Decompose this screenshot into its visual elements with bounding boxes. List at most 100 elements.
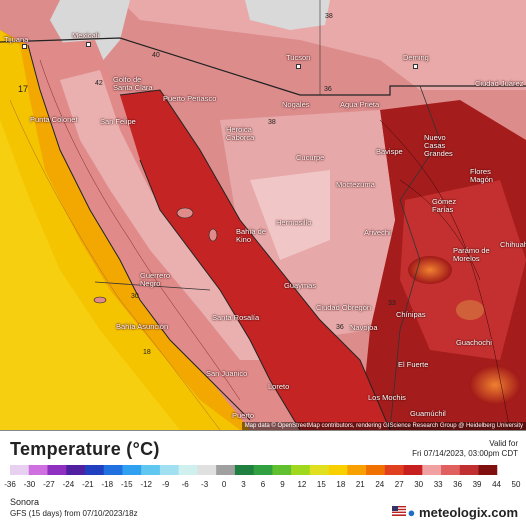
contour-label: 36 (324, 86, 332, 93)
valid-for-time: Fri 07/14/2023, 03:00pm CDT (412, 449, 518, 458)
color-scale-swatch (328, 465, 348, 475)
scale-tick-label: 21 (355, 480, 365, 489)
scale-tick-label: -21 (82, 480, 94, 489)
city-label: Hermosillo (276, 218, 312, 227)
temperature-color-scale (10, 465, 516, 475)
scale-ticks: -36 -30 -27 -24 -21 -18 -15 -12 -9 -6 -3 0 3 6 9 12 15 18… (4, 480, 520, 492)
scale-tick-label: 12 (297, 480, 307, 489)
city-label: Guaymas (284, 281, 317, 290)
color-scale-swatch (347, 465, 367, 475)
color-scale-swatch (216, 465, 236, 475)
city-label: Flores Magón (470, 167, 493, 184)
city-label: Mexicali (72, 31, 100, 40)
contour-label: 38 (268, 119, 276, 126)
color-scale-swatch (84, 465, 105, 475)
brand-logo[interactable]: ● meteologix.com (408, 505, 518, 520)
color-scale-swatch (197, 465, 217, 475)
city-label: San Felipe (100, 117, 136, 126)
city-label: Loreto (268, 382, 290, 391)
forecast-map[interactable]: 38 40 42 17 30 36 18 33 36 38 Tijuana Me… (0, 0, 526, 431)
city-label: Tucson (286, 53, 311, 62)
contour-label: 33 (388, 300, 396, 307)
city-label: Ciudad Obregón (316, 303, 372, 312)
color-scale-swatch (47, 465, 67, 475)
legend-title: Temperature (°C) (10, 439, 160, 459)
color-scale-swatch (403, 465, 423, 475)
scale-tick-label: 39 (472, 480, 482, 489)
valid-for: Valid for Fri 07/14/2023, 03:00pm CDT (412, 439, 518, 459)
city-label: Cucurpe (296, 153, 325, 162)
color-scale-swatch (309, 465, 330, 475)
city-label: El Fuerte (398, 360, 429, 369)
color-scale-swatch (103, 465, 123, 475)
color-scale-swatch (384, 465, 405, 475)
city-label: Bavispe (376, 147, 403, 156)
scale-tick-label: -3 (201, 480, 209, 489)
scale-tick-label: 3 (241, 480, 246, 489)
city-label: Deming (403, 53, 429, 62)
contour-label: 18 (143, 349, 151, 356)
color-scale-swatch (122, 465, 142, 475)
color-scale-swatch (272, 465, 292, 475)
map-attribution: Map data © OpenStreetMap contributors, r… (241, 422, 526, 430)
color-scale-swatch (366, 465, 386, 475)
city-marker (296, 64, 301, 69)
color-scale-swatch (478, 465, 498, 475)
contour-label: 36 (336, 324, 344, 331)
scale-tick-label: 36 (453, 480, 463, 489)
scale-tick-label: -24 (62, 480, 75, 489)
color-scale-swatch (178, 465, 198, 475)
scale-tick-label: -27 (43, 480, 55, 489)
city-marker (22, 44, 27, 49)
city-label: Chihuahua (500, 240, 526, 249)
city-label: Ciudad Juárez (475, 79, 524, 88)
color-scale-swatch (159, 465, 180, 475)
us-flag-icon[interactable] (392, 506, 406, 516)
city-label: Guerrero Negro (140, 271, 171, 288)
city-marker (86, 42, 91, 47)
scale-tick-label: 0 (221, 480, 227, 489)
color-scale-swatch (441, 465, 461, 475)
contour-label: 42 (95, 80, 103, 87)
scale-tick-label: -15 (120, 480, 133, 489)
scale-tick-label: 33 (433, 480, 443, 489)
city-label: Gómez Farías (432, 197, 457, 214)
contour-label: 30 (131, 293, 139, 300)
contour-label: 40 (152, 52, 160, 59)
scale-tick-label: 15 (316, 480, 326, 489)
city-label: Golfo de Santa Clara (113, 75, 153, 92)
scale-tick-label: 50 (511, 480, 521, 489)
scale-tick-label: 18 (336, 480, 346, 489)
city-label: Punta Colonet (30, 115, 78, 124)
city-label: Santa Rosalía (212, 313, 260, 322)
scale-tick-label: 27 (394, 480, 404, 489)
city-label: Arivechi (364, 228, 391, 237)
city-label: Guamúchil (410, 409, 446, 418)
contour-label: 17 (18, 84, 29, 94)
scale-tick-label: -36 (4, 480, 16, 489)
color-scale-swatch (28, 465, 48, 475)
scale-tick-label: 6 (260, 480, 266, 489)
color-scale-swatch (497, 465, 516, 475)
city-label: Moctezuma (336, 180, 375, 189)
city-label: Heroica Caborca (226, 125, 255, 142)
legend-panel: Temperature (°C) Valid for Fri 07/14/202… (0, 431, 526, 526)
city-label: Los Mochis (368, 393, 406, 402)
valid-for-label: Valid for (489, 439, 518, 448)
city-label: Nuevo Casas Grandes (424, 133, 453, 158)
city-label: Bahía Asunción (116, 322, 169, 331)
city-label: Bahía de Kino (236, 227, 267, 244)
city-label: Puerto (232, 411, 255, 420)
color-scale-swatch (66, 465, 86, 475)
city-label: San Juanico (206, 369, 248, 378)
color-scale-swatch (141, 465, 161, 475)
scale-tick-label: -6 (181, 480, 189, 489)
city-label: Chínipas (396, 310, 426, 319)
city-label: Agua Prieta (340, 100, 380, 109)
city-label: Nogales (282, 100, 310, 109)
scale-tick-label: 30 (414, 480, 424, 489)
region-label: Sonora (10, 497, 40, 507)
brand-name: meteologix.com (419, 505, 518, 520)
contour-label: 38 (325, 13, 333, 20)
city-label: Tijuana (4, 35, 29, 44)
